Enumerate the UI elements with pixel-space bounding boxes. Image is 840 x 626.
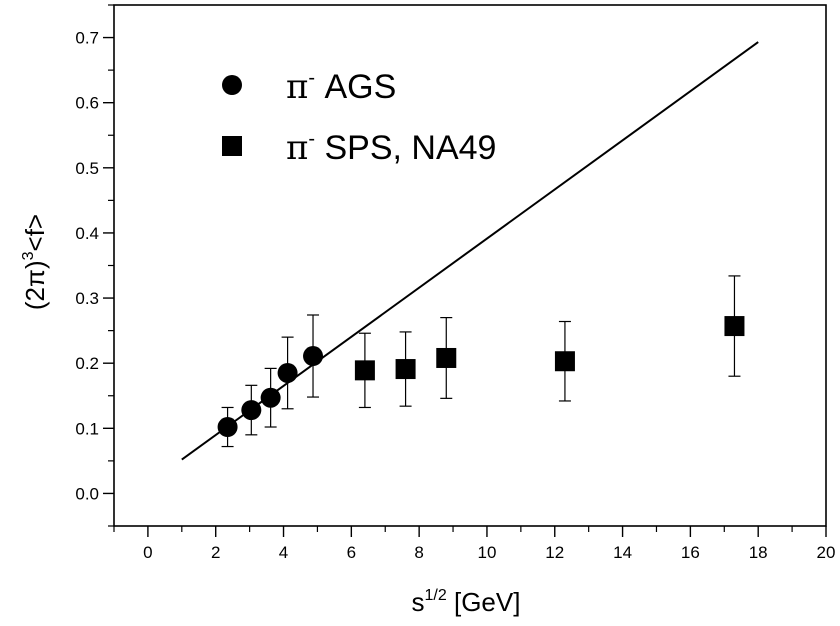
x-tick-label: 16 [681, 543, 700, 562]
x-tick-label: 2 [211, 543, 220, 562]
y-tick-label: 0.4 [75, 224, 99, 243]
legend: π- AGS π- SPS, NA49 [222, 67, 496, 168]
plot-frame [113, 4, 827, 527]
circle-marker [217, 417, 238, 438]
fit-line-path [181, 41, 759, 461]
x-tick-label: 20 [817, 543, 836, 562]
y-tick-label: 0.2 [75, 354, 99, 373]
y-tick-label: 0.7 [75, 29, 99, 48]
data-markers [217, 316, 745, 438]
y-tick-label: 0.6 [75, 94, 99, 113]
square-marker [395, 359, 416, 380]
fit-line [181, 41, 759, 461]
square-marker [554, 351, 575, 372]
x-tick-label: 8 [414, 543, 423, 562]
square-marker [724, 316, 745, 337]
x-tick-label: 12 [545, 543, 564, 562]
circle-marker [303, 346, 324, 367]
circle-marker [241, 400, 262, 421]
x-tick-label: 18 [749, 543, 768, 562]
legend-square-marker [222, 136, 242, 156]
y-tick-label: 0.3 [75, 289, 99, 308]
x-tick-label: 0 [143, 543, 152, 562]
y-tick-label: 0.5 [75, 159, 99, 178]
legend-label: π- AGS [286, 67, 396, 107]
x-axis: 0 2 4 6 8 10 12 14 16 18 20 [113, 526, 836, 562]
y-tick-label: 0.1 [75, 419, 99, 438]
x-tick-label: 14 [613, 543, 632, 562]
error-bars [221, 275, 741, 448]
circle-marker [277, 362, 298, 383]
square-marker [354, 360, 375, 381]
x-tick-label: 4 [279, 543, 288, 562]
legend-label: π- SPS, NA49 [286, 128, 496, 168]
legend-circle-marker [222, 75, 242, 95]
y-axis-title: (2π)3<f> [20, 214, 50, 310]
y-axis: 0.0 0.1 0.2 0.3 0.4 0.5 0.6 0.7 [75, 4, 114, 527]
circle-marker [260, 387, 281, 408]
x-tick-label: 10 [477, 543, 496, 562]
y-tick-label: 0.0 [75, 484, 99, 503]
x-axis-title: s1/2 [GeV] [412, 587, 521, 617]
plot-border [113, 4, 827, 527]
square-marker [436, 347, 457, 368]
x-tick-label: 6 [347, 543, 356, 562]
